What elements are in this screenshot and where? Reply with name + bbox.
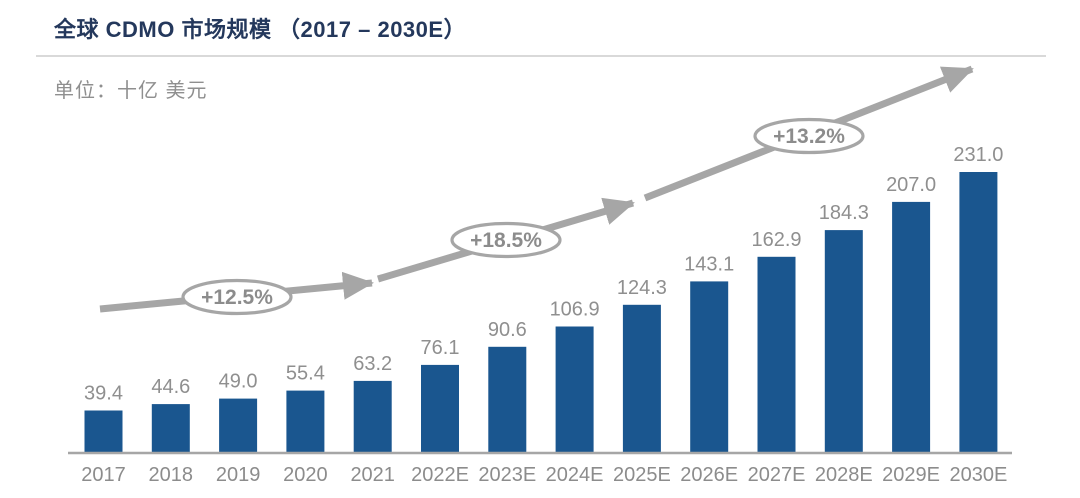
category-label-2027E: 2027E bbox=[748, 464, 806, 486]
bar-2020 bbox=[286, 390, 325, 453]
value-labels: 39.4 44.6 49.0 55.4 63.2 76.1 90.6 106.9 124.3 14… bbox=[84, 144, 1003, 405]
bar-value-label-2019: 49.0 bbox=[219, 371, 258, 393]
bar-value-label-2030E: 231.0 bbox=[953, 144, 1003, 166]
bar-value-label-2025E: 124.3 bbox=[617, 277, 667, 299]
growth-bubble-label-3: +13.2% bbox=[773, 125, 845, 148]
category-label-2030E: 2030E bbox=[949, 464, 1007, 486]
category-label-2023E: 2023E bbox=[478, 464, 536, 486]
category-label-2029E: 2029E bbox=[882, 464, 940, 486]
category-label-2020: 2020 bbox=[283, 464, 328, 486]
category-label-2017: 2017 bbox=[81, 464, 126, 486]
category-label-2028E: 2028E bbox=[815, 464, 873, 486]
category-label-2026E: 2026E bbox=[680, 464, 738, 486]
bar-2025E bbox=[622, 304, 661, 453]
growth-rate-bubbles: +12.5% +18.5% +13.2% bbox=[181, 117, 865, 316]
bar-value-label-2022E: 76.1 bbox=[421, 337, 460, 359]
category-label-2024E: 2024E bbox=[546, 464, 604, 486]
title-divider bbox=[36, 55, 1046, 57]
bar-value-label-2020: 55.4 bbox=[286, 363, 325, 385]
bar-2021 bbox=[353, 380, 392, 453]
bar-2026E bbox=[690, 281, 729, 453]
bar-2027E bbox=[757, 256, 796, 453]
category-label-2025E: 2025E bbox=[613, 464, 671, 486]
bar-value-label-2028E: 184.3 bbox=[819, 202, 869, 224]
bar-value-label-2029E: 207.0 bbox=[886, 174, 936, 196]
category-labels: 2017 2018 2019 2020 2021 2022E 2023E 2024E 2025E… bbox=[81, 464, 1007, 486]
bar-2022E bbox=[421, 364, 459, 453]
bar-2019 bbox=[219, 398, 258, 453]
category-label-2018: 2018 bbox=[149, 464, 194, 486]
bar-value-label-2027E: 162.9 bbox=[751, 229, 801, 251]
bar-2024E bbox=[555, 326, 594, 453]
bar-2028E bbox=[824, 230, 863, 453]
bar-2023E bbox=[488, 346, 527, 453]
bar-value-label-2026E: 143.1 bbox=[684, 253, 734, 275]
category-label-2021: 2021 bbox=[350, 464, 395, 486]
bar-2029E bbox=[892, 201, 931, 453]
growth-bubble-1 bbox=[181, 278, 293, 316]
figure-title: 全球 CDMO 市场规模 （2017 – 2030E） bbox=[54, 17, 467, 42]
bar-2030E bbox=[959, 172, 998, 453]
unit-label: 单位：十亿 美元 bbox=[54, 80, 208, 102]
bar-series bbox=[84, 172, 998, 453]
growth-bubble-label-2: +18.5% bbox=[470, 229, 542, 252]
bar-value-label-2024E: 106.9 bbox=[550, 299, 600, 321]
category-label-2022E: 2022E bbox=[411, 464, 469, 486]
bar-2018 bbox=[151, 404, 190, 453]
bar-value-label-2017: 39.4 bbox=[84, 383, 123, 405]
growth-bubble-label-1: +12.5% bbox=[201, 286, 273, 309]
bar-2017 bbox=[84, 410, 123, 453]
category-label-2019: 2019 bbox=[216, 464, 261, 486]
bar-value-label-2021: 63.2 bbox=[353, 353, 392, 375]
growth-bubble-2 bbox=[450, 221, 562, 259]
growth-bubble-3 bbox=[753, 117, 865, 155]
bar-value-label-2018: 44.6 bbox=[151, 376, 190, 398]
bar-value-label-2023E: 90.6 bbox=[488, 319, 527, 341]
